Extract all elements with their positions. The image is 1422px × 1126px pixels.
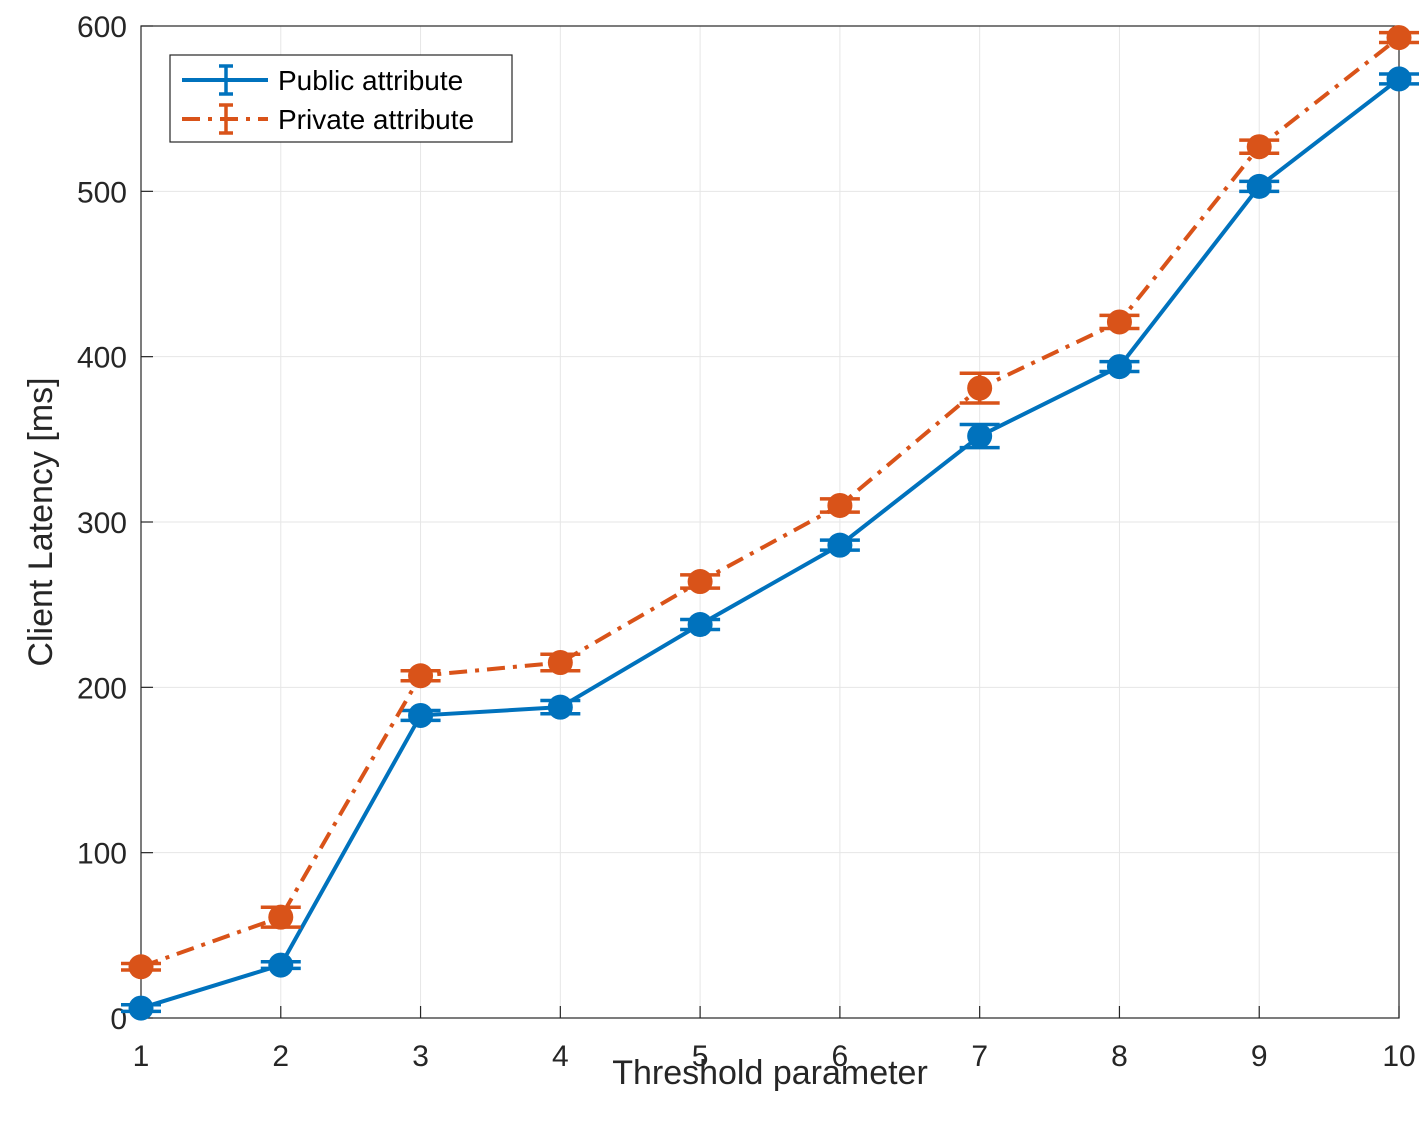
series-layer [121, 25, 1419, 1021]
x-tick-label: 5 [692, 1040, 709, 1073]
data-point [408, 663, 434, 689]
data-point [268, 904, 294, 930]
series-line [140, 77, 1401, 1010]
data-point [547, 694, 573, 720]
data-point [1106, 354, 1132, 380]
x-tick-label: 4 [552, 1040, 569, 1073]
series-2 [121, 25, 1419, 980]
data-point [1246, 134, 1272, 160]
data-point [687, 569, 713, 595]
x-tick-label: 3 [412, 1040, 429, 1073]
x-tick-label: 7 [971, 1040, 988, 1073]
data-point [827, 532, 853, 558]
series-line [140, 35, 1401, 969]
x-tick-label: 10 [1382, 1040, 1415, 1073]
x-axis-ticks: 1 2 3 4 5 6 7 8 9 10 [133, 1006, 1416, 1073]
data-point [827, 492, 853, 518]
legend-label: Public attribute [278, 65, 463, 96]
x-tick-label: 9 [1251, 1040, 1268, 1073]
x-tick-label: 6 [832, 1040, 849, 1073]
data-point [128, 995, 154, 1021]
y-tick-label: 0 [110, 1003, 127, 1036]
data-point [128, 954, 154, 980]
y-tick-label: 200 [77, 672, 127, 705]
y-tick-label: 500 [77, 176, 127, 209]
y-tick-label: 400 [77, 342, 127, 375]
grid-lines [140, 25, 1400, 1019]
data-point [268, 952, 294, 978]
y-tick-label: 100 [77, 838, 127, 871]
data-point [1106, 309, 1132, 335]
data-point [967, 423, 993, 449]
y-axis-label: Client Latency [ms] [22, 377, 60, 666]
data-point [1246, 173, 1272, 199]
legend-entry-1: Public attribute [182, 64, 463, 96]
data-point [967, 375, 993, 401]
x-tick-label: 1 [133, 1040, 150, 1073]
data-point [687, 612, 713, 638]
legend-entries: Public attribute Private attribute [182, 64, 474, 135]
x-tick-label: 2 [272, 1040, 289, 1073]
data-point [547, 650, 573, 676]
data-point [1386, 25, 1412, 51]
legend-label: Private attribute [278, 104, 474, 135]
legend: Public attribute Private attribute [169, 54, 513, 143]
series-1 [121, 66, 1419, 1021]
data-point [408, 702, 434, 728]
x-axis-label: Threshold parameter [612, 1054, 928, 1092]
y-tick-label: 300 [77, 507, 127, 540]
y-tick-label: 600 [77, 11, 127, 44]
data-point [1386, 66, 1412, 92]
x-tick-label: 8 [1111, 1040, 1128, 1073]
y-axis-ticks: 0 100 200 300 400 500 600 [77, 11, 153, 1036]
legend-entry-2: Private attribute [182, 103, 474, 135]
